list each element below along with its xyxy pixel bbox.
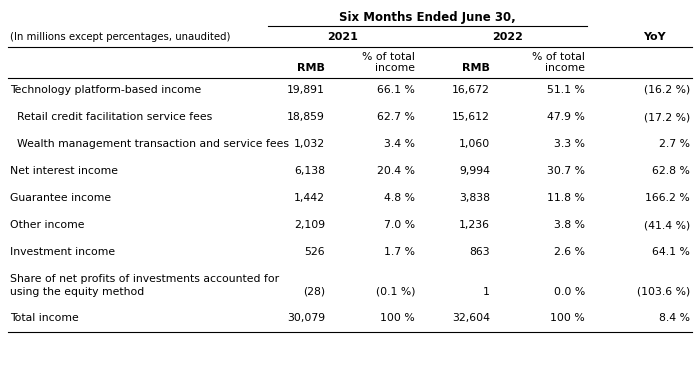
- Text: 2.7 %: 2.7 %: [659, 139, 690, 149]
- Text: 3.8 %: 3.8 %: [554, 220, 585, 230]
- Text: 3.4 %: 3.4 %: [384, 139, 415, 149]
- Text: 19,891: 19,891: [287, 85, 325, 95]
- Text: % of total: % of total: [362, 52, 415, 62]
- Text: RMB: RMB: [297, 63, 325, 73]
- Text: 11.8 %: 11.8 %: [547, 193, 585, 203]
- Text: 4.8 %: 4.8 %: [384, 193, 415, 203]
- Text: 100 %: 100 %: [380, 313, 415, 323]
- Text: using the equity method: using the equity method: [10, 287, 144, 297]
- Text: Retail credit facilitation service fees: Retail credit facilitation service fees: [10, 112, 212, 122]
- Text: 3.3 %: 3.3 %: [554, 139, 585, 149]
- Text: (28): (28): [303, 287, 325, 297]
- Text: 7.0 %: 7.0 %: [384, 220, 415, 230]
- Text: 2021: 2021: [327, 32, 358, 42]
- Text: 166.2 %: 166.2 %: [645, 193, 690, 203]
- Text: (41.4 %): (41.4 %): [644, 220, 690, 230]
- Text: 526: 526: [304, 247, 325, 257]
- Text: income: income: [375, 63, 415, 73]
- Text: RMB: RMB: [462, 63, 490, 73]
- Text: 6,138: 6,138: [294, 166, 325, 176]
- Text: 1,236: 1,236: [459, 220, 490, 230]
- Text: 100 %: 100 %: [550, 313, 585, 323]
- Text: 1.7 %: 1.7 %: [384, 247, 415, 257]
- Text: (103.6 %): (103.6 %): [637, 287, 690, 297]
- Text: 863: 863: [470, 247, 490, 257]
- Text: income: income: [545, 63, 585, 73]
- Text: 0.0 %: 0.0 %: [554, 287, 585, 297]
- Text: Investment income: Investment income: [10, 247, 115, 257]
- Text: Share of net profits of investments accounted for: Share of net profits of investments acco…: [10, 274, 279, 284]
- Text: 47.9 %: 47.9 %: [547, 112, 585, 122]
- Text: 9,994: 9,994: [459, 166, 490, 176]
- Text: 16,672: 16,672: [452, 85, 490, 95]
- Text: 3,838: 3,838: [459, 193, 490, 203]
- Text: (17.2 %): (17.2 %): [644, 112, 690, 122]
- Text: 1,442: 1,442: [294, 193, 325, 203]
- Text: YoY: YoY: [643, 32, 665, 42]
- Text: (16.2 %): (16.2 %): [644, 85, 690, 95]
- Text: (In millions except percentages, unaudited): (In millions except percentages, unaudit…: [10, 32, 230, 42]
- Text: Net interest income: Net interest income: [10, 166, 118, 176]
- Text: 18,859: 18,859: [287, 112, 325, 122]
- Text: Six Months Ended June 30,: Six Months Ended June 30,: [339, 11, 516, 24]
- Text: 32,604: 32,604: [452, 313, 490, 323]
- Text: % of total: % of total: [532, 52, 585, 62]
- Text: 64.1 %: 64.1 %: [652, 247, 690, 257]
- Text: 30,079: 30,079: [287, 313, 325, 323]
- Text: 2.6 %: 2.6 %: [554, 247, 585, 257]
- Text: 8.4 %: 8.4 %: [659, 313, 690, 323]
- Text: 1,060: 1,060: [458, 139, 490, 149]
- Text: Technology platform-based income: Technology platform-based income: [10, 85, 202, 95]
- Text: 20.4 %: 20.4 %: [377, 166, 415, 176]
- Text: Other income: Other income: [10, 220, 85, 230]
- Text: (0.1 %): (0.1 %): [375, 287, 415, 297]
- Text: Wealth management transaction and service fees: Wealth management transaction and servic…: [10, 139, 289, 149]
- Text: 2022: 2022: [492, 32, 523, 42]
- Text: 51.1 %: 51.1 %: [547, 85, 585, 95]
- Text: Total income: Total income: [10, 313, 78, 323]
- Text: 66.1 %: 66.1 %: [377, 85, 415, 95]
- Text: 1,032: 1,032: [294, 139, 325, 149]
- Text: Guarantee income: Guarantee income: [10, 193, 111, 203]
- Text: 62.7 %: 62.7 %: [377, 112, 415, 122]
- Text: 2,109: 2,109: [294, 220, 325, 230]
- Text: 15,612: 15,612: [452, 112, 490, 122]
- Text: 1: 1: [483, 287, 490, 297]
- Text: 62.8 %: 62.8 %: [652, 166, 690, 176]
- Text: 30.7 %: 30.7 %: [547, 166, 585, 176]
